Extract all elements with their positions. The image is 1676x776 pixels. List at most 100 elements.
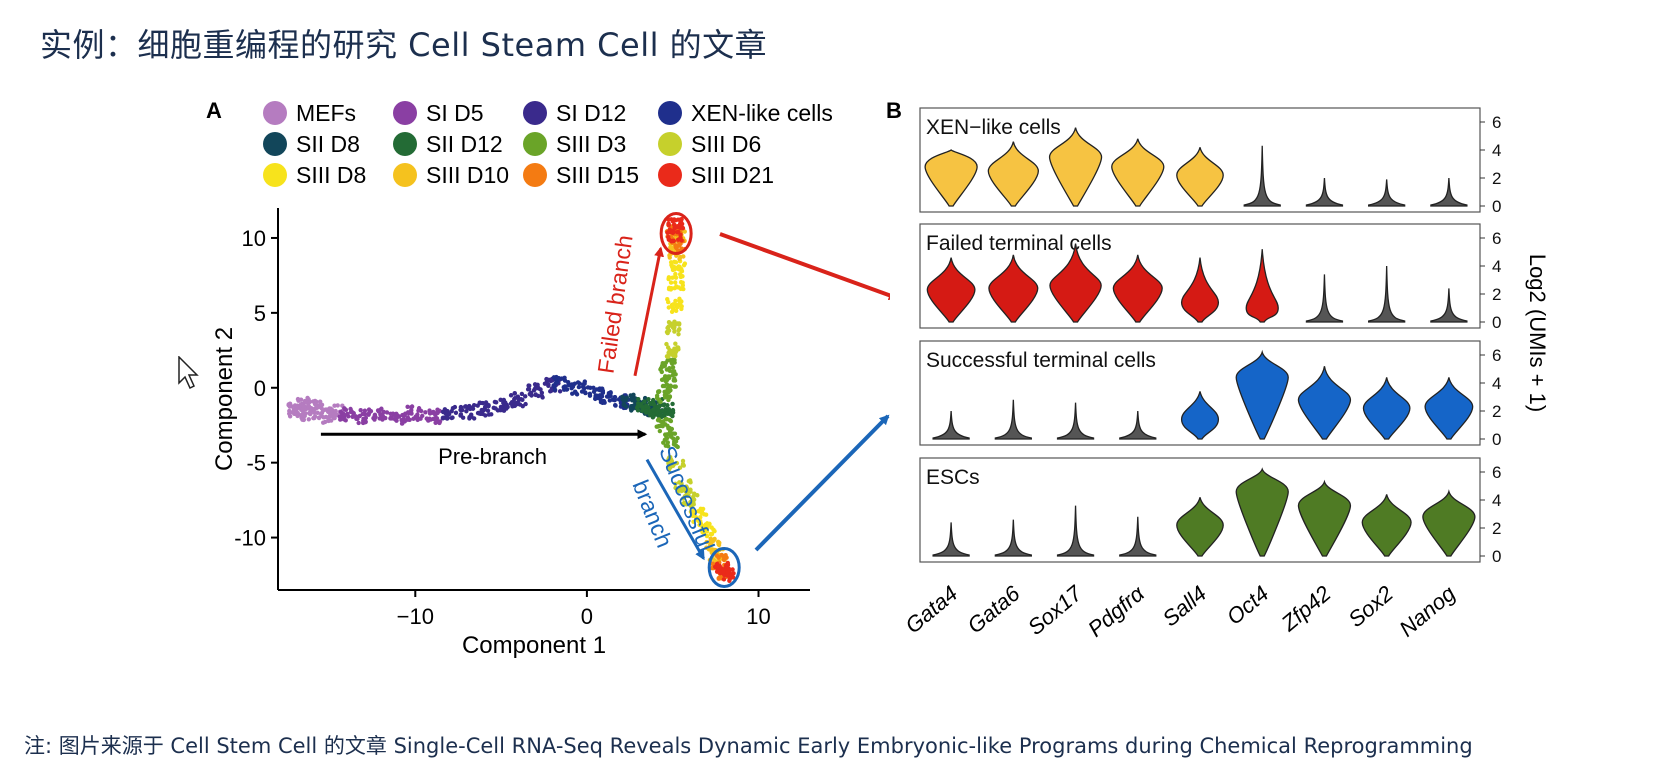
scatter-point <box>666 461 671 466</box>
scatter-point <box>673 353 678 359</box>
scatter-point <box>483 400 489 405</box>
scatter-point <box>360 411 365 417</box>
scatter-point <box>312 410 317 415</box>
scatter-series <box>440 376 563 421</box>
scatter-point <box>680 496 686 501</box>
violin-y-tick-label: 2 <box>1492 402 1501 421</box>
scatter-point <box>527 391 533 397</box>
scatter-point <box>409 404 415 409</box>
scatter-point <box>688 480 693 485</box>
scatter-point <box>538 387 543 392</box>
scatter-point <box>331 413 337 418</box>
scatter-point <box>676 322 682 327</box>
scatter-point <box>677 487 682 493</box>
scatter-point <box>588 385 593 391</box>
scatter-point <box>651 400 656 406</box>
legend-label: XEN-like cells <box>691 100 833 126</box>
scatter-point <box>671 436 676 441</box>
scatter-point <box>730 575 736 580</box>
legend-swatch <box>393 132 417 156</box>
scatter-point <box>415 412 420 417</box>
scatter-point <box>594 387 600 392</box>
scatter-point <box>724 562 730 567</box>
scatter-point <box>682 500 687 506</box>
scatter-point <box>453 410 459 416</box>
scatter-point <box>405 404 410 409</box>
violin-shape <box>987 141 1039 207</box>
x-tick-label: 10 <box>746 604 770 629</box>
scatter-point <box>431 416 436 422</box>
scatter-point <box>692 512 697 517</box>
scatter-point <box>311 415 316 421</box>
scatter-point <box>666 305 671 310</box>
scatter-point <box>669 245 675 251</box>
scatter-point <box>668 418 674 424</box>
scatter-point <box>556 375 562 381</box>
scatter-point <box>656 413 662 419</box>
scatter-point <box>320 420 326 425</box>
scatter-point <box>444 416 450 421</box>
scatter-point <box>725 573 730 578</box>
scatter-point <box>363 419 368 425</box>
scatter-point <box>673 308 679 314</box>
scatter-point <box>536 393 541 399</box>
scatter-point <box>691 502 696 507</box>
gene-label: Sall4 <box>1158 581 1212 632</box>
scatter-point <box>667 366 672 371</box>
scatter-point <box>591 389 597 394</box>
scatter-point <box>613 403 618 408</box>
scatter-point <box>583 390 588 396</box>
scatter-point <box>608 390 613 396</box>
scatter-point <box>703 512 709 517</box>
scatter-point <box>463 404 468 409</box>
scatter-point <box>714 553 720 558</box>
scatter-point <box>286 402 291 407</box>
scatter-point <box>666 221 671 226</box>
scatter-point <box>674 443 679 449</box>
scatter-point <box>670 407 676 413</box>
scatter-point <box>673 271 678 277</box>
scatter-point <box>527 383 532 388</box>
scatter-point <box>607 398 613 403</box>
scatter-point <box>459 407 465 413</box>
scatter-point <box>675 223 681 229</box>
violin-panel: XEN−like cells 0 2 4 6 <box>919 107 1501 216</box>
scatter-point <box>616 397 622 402</box>
gene-label: Pdgfrα <box>1083 580 1150 642</box>
violin-shape <box>1430 177 1468 207</box>
scatter-point <box>730 567 735 572</box>
scatter-point <box>680 280 685 285</box>
scatter-point <box>674 245 679 251</box>
failed-branch-label: Failed branch <box>592 233 637 375</box>
legend-swatch <box>263 101 287 125</box>
scatter-point <box>672 259 677 265</box>
scatter-point <box>342 406 347 411</box>
scatter-point <box>677 465 683 470</box>
scatter-point <box>676 264 681 269</box>
violin-shape <box>1176 497 1224 557</box>
scatter-point <box>657 428 663 434</box>
scatter-point <box>715 567 720 572</box>
scatter-point <box>667 255 672 260</box>
x-axis-title: Component 1 <box>462 632 606 658</box>
scatter-point <box>676 328 681 333</box>
scatter-point <box>346 414 351 419</box>
scatter-point <box>397 414 402 419</box>
scatter-point <box>681 254 686 259</box>
slide-title: 实例：细胞重编程的研究 Cell Steam Cell 的文章 <box>40 26 768 64</box>
legend-swatch <box>523 101 547 125</box>
scatter-point <box>709 542 714 548</box>
violin-y-tick-label: 0 <box>1492 430 1501 449</box>
scatter-point <box>287 414 293 419</box>
scatter-point <box>665 354 670 359</box>
scatter-point <box>679 484 684 489</box>
scatter-point <box>612 394 617 400</box>
scatter-point <box>599 394 605 399</box>
scatter-point <box>384 410 390 415</box>
scatter-point <box>651 407 656 412</box>
violin-y-tick-label: 2 <box>1492 519 1501 538</box>
scatter-series <box>286 395 345 425</box>
scatter-series <box>634 396 676 420</box>
scatter-point <box>691 519 696 525</box>
legend-swatch <box>523 132 547 156</box>
